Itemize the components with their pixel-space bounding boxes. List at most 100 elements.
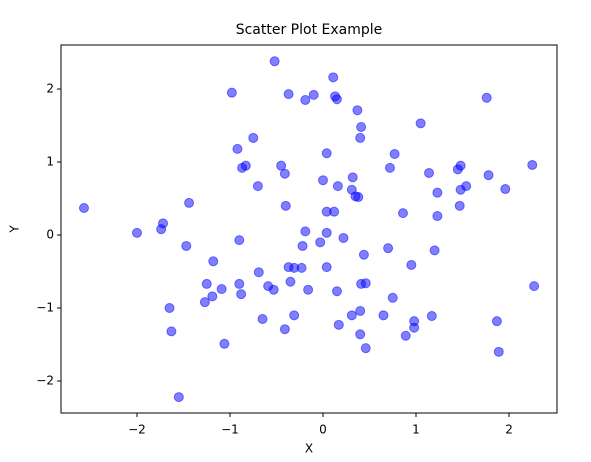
point [527,159,538,170]
point [331,286,342,297]
point [432,187,443,198]
point [483,170,494,181]
point [164,303,175,314]
point [208,256,219,267]
point [285,276,296,287]
point [406,259,417,270]
point [355,132,366,143]
point [454,200,465,211]
point [356,121,367,132]
point [415,118,426,129]
point [347,172,358,183]
x-tick-label: 2 [505,423,513,437]
point [296,262,307,273]
point [424,167,435,178]
x-tick-label: 1 [412,423,420,437]
point [321,148,332,159]
point [289,310,300,321]
point [455,160,466,171]
point [432,211,443,222]
point [321,262,332,273]
point [400,330,411,341]
y-tick-label: 1 [46,155,54,169]
point [389,148,400,159]
y-axis-label: Y [8,225,22,234]
point [300,226,311,237]
point [315,237,326,248]
point [234,278,245,289]
y-tick-label: 0 [46,228,54,242]
y-tick-label: −2 [36,374,54,388]
point [201,278,212,289]
point [240,160,251,171]
point [409,322,420,333]
point [303,284,314,295]
point [248,132,259,143]
point [253,267,264,278]
point [426,311,437,322]
point [429,245,440,256]
point [353,192,364,203]
point [331,94,342,105]
point [236,289,247,300]
point [360,278,371,289]
point [500,184,511,195]
point [131,227,142,238]
point [283,89,294,100]
point [173,392,184,403]
point [491,316,502,327]
point [199,297,210,308]
point [346,310,357,321]
point [219,338,230,349]
point [332,181,343,192]
point [329,206,340,217]
x-tick-label: −2 [128,423,146,437]
point [383,243,394,254]
point [397,208,408,219]
x-axis-label: X [305,442,313,456]
point [280,200,291,211]
x-tick-label: 0 [319,423,327,437]
point [216,284,227,295]
plot-frame [60,44,558,414]
point [333,319,344,330]
point [338,232,349,243]
point [181,240,192,251]
point [308,89,319,100]
point [358,249,369,260]
point [355,329,366,340]
y-tick-label: −1 [36,301,54,315]
point [226,87,237,98]
point [232,143,243,154]
point [378,310,389,321]
point [78,203,89,214]
y-tick-label: 2 [46,82,54,96]
point [384,162,395,173]
point [297,240,308,251]
point [355,305,366,316]
point [300,94,311,105]
point [279,168,290,179]
point [268,284,279,295]
point [321,227,332,238]
point [481,92,492,103]
point [257,313,268,324]
point [493,346,504,357]
point [166,326,177,337]
point [328,72,339,83]
point [529,281,540,292]
point [279,324,290,335]
point [317,175,328,186]
point [207,291,218,302]
point [156,224,167,235]
point [387,292,398,303]
point [184,197,195,208]
point [276,160,287,171]
point [269,56,280,67]
point [234,235,245,246]
point [461,181,472,192]
point [360,343,371,354]
chart-title: Scatter Plot Example [236,22,383,38]
